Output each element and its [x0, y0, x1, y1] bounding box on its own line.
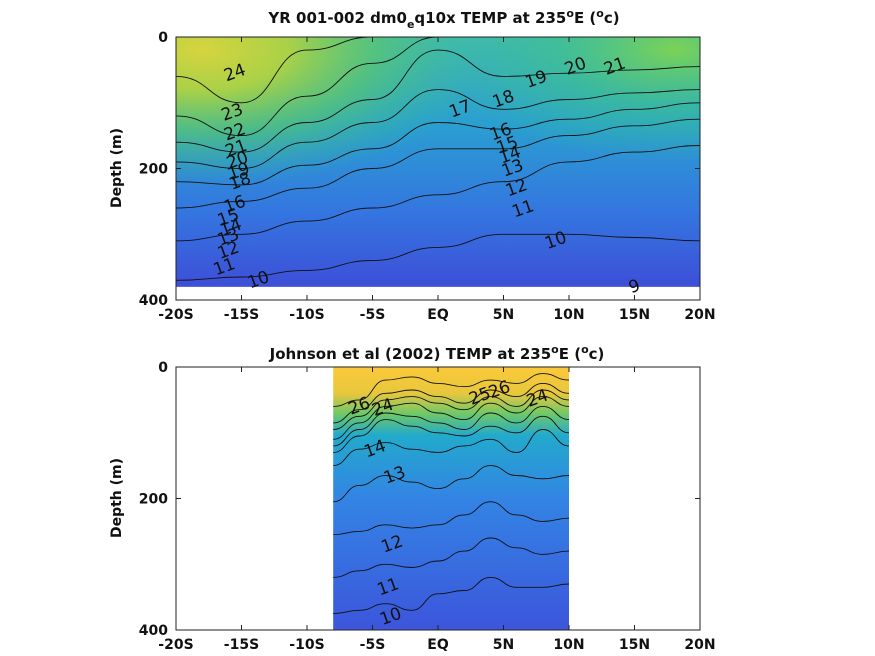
field-base [333, 367, 569, 630]
x-tick-label: 15N [619, 637, 650, 653]
x-tick-label: -5S [360, 637, 386, 653]
x-tick-label: 15N [619, 307, 650, 323]
panel-model-y-ticks: 0 200 400 [139, 30, 700, 309]
y-tick-label: 0 [158, 30, 168, 46]
x-tick-label: -15S [224, 307, 259, 323]
isotherm-16 [175, 102, 701, 186]
isotherm-10 [333, 576, 570, 615]
isotherm-22 [333, 389, 570, 430]
isotherm-11 [333, 537, 570, 578]
x-tick-label: EQ [427, 307, 449, 323]
x-tick-label: -10S [289, 637, 324, 653]
x-tick-label: 20N [684, 307, 715, 323]
isotherm-14 [175, 118, 701, 209]
panel-model-title-title-sup2: o [596, 7, 604, 20]
panel-observations-x-ticks: -20S -15S -10S -5S EQ 5N 10N 15N 20N [158, 367, 716, 653]
y-tick-label: 400 [139, 293, 168, 309]
y-tick-label: 0 [158, 360, 168, 376]
y-tick-label: 200 [139, 162, 168, 178]
panel-model-title-title-main: YR 001-002 dm0 [267, 9, 407, 27]
panel-model-y-label: Depth (m) [109, 128, 125, 208]
x-tick-label: -15S [224, 637, 259, 653]
panel-model-title: YR 001-002 dm0eq10x TEMP at 235oE (oc) [267, 7, 619, 31]
panel-observations-title-title-sup2: o [581, 343, 589, 356]
isotherm-18 [333, 405, 570, 447]
isotherm-16 [333, 415, 570, 453]
isotherm-20 [333, 396, 570, 440]
panel-observations: Johnson et al (2002) TEMP at 235oE (oc) … [109, 343, 716, 653]
panel-observations-title: Johnson et al (2002) TEMP at 235oE (oc) [269, 343, 605, 363]
x-tick-label: -10S [289, 307, 324, 323]
panel-observations-title-title-main: Johnson et al (2002) TEMP at 235 [269, 345, 552, 363]
panel-observations-contours [333, 373, 570, 615]
panel-observations-field [333, 367, 569, 630]
panel-observations-y-label: Depth (m) [109, 458, 125, 538]
field-warm-pool-north [176, 37, 700, 287]
isotherm-20 [175, 49, 701, 153]
panel-model-title-title-rest: q10x TEMP at 235 [414, 9, 566, 27]
y-tick-label: 200 [139, 492, 168, 508]
x-tick-label: 10N [553, 637, 584, 653]
x-tick-label: 20N [684, 637, 715, 653]
panel-model-x-ticks: -20S -15S -10S -5S EQ 5N 10N 15N 20N [158, 37, 716, 323]
x-tick-label: -5S [360, 307, 386, 323]
isotherm-26 [333, 373, 570, 407]
isotherm-18 [175, 89, 701, 169]
panel-model-title-title-close: c) [604, 9, 620, 27]
x-tick-label: -20S [158, 637, 193, 653]
panel-model-title-title-sup: o [566, 7, 574, 20]
panel-observations-title-title-close: c) [589, 345, 605, 363]
x-tick-label: 5N [493, 307, 514, 323]
isotherm-12 [175, 145, 701, 242]
x-tick-label: 5N [493, 637, 514, 653]
isotherm-12 [333, 501, 570, 536]
x-tick-label: 10N [553, 307, 584, 323]
isotherm-24 [333, 382, 570, 424]
x-tick-label: -20S [158, 307, 193, 323]
panel-model-field [176, 37, 700, 287]
panel-observations-y-ticks: 0 200 400 [139, 360, 700, 639]
y-tick-label: 400 [139, 623, 168, 639]
panel-model: YR 001-002 dm0eq10x TEMP at 235oE (oc) 2… [109, 7, 716, 323]
panel-model-title-title-sub: e [407, 18, 414, 31]
panel-observations-title-title-end: E ( [559, 345, 581, 363]
x-tick-label: EQ [427, 637, 449, 653]
isotherm-10 [175, 233, 701, 281]
isotherm-14 [333, 429, 570, 467]
panel-model-title-title-end: E ( [574, 9, 596, 27]
isotherm-13 [333, 465, 570, 503]
panel-observations-title-title-sup: o [551, 343, 559, 356]
